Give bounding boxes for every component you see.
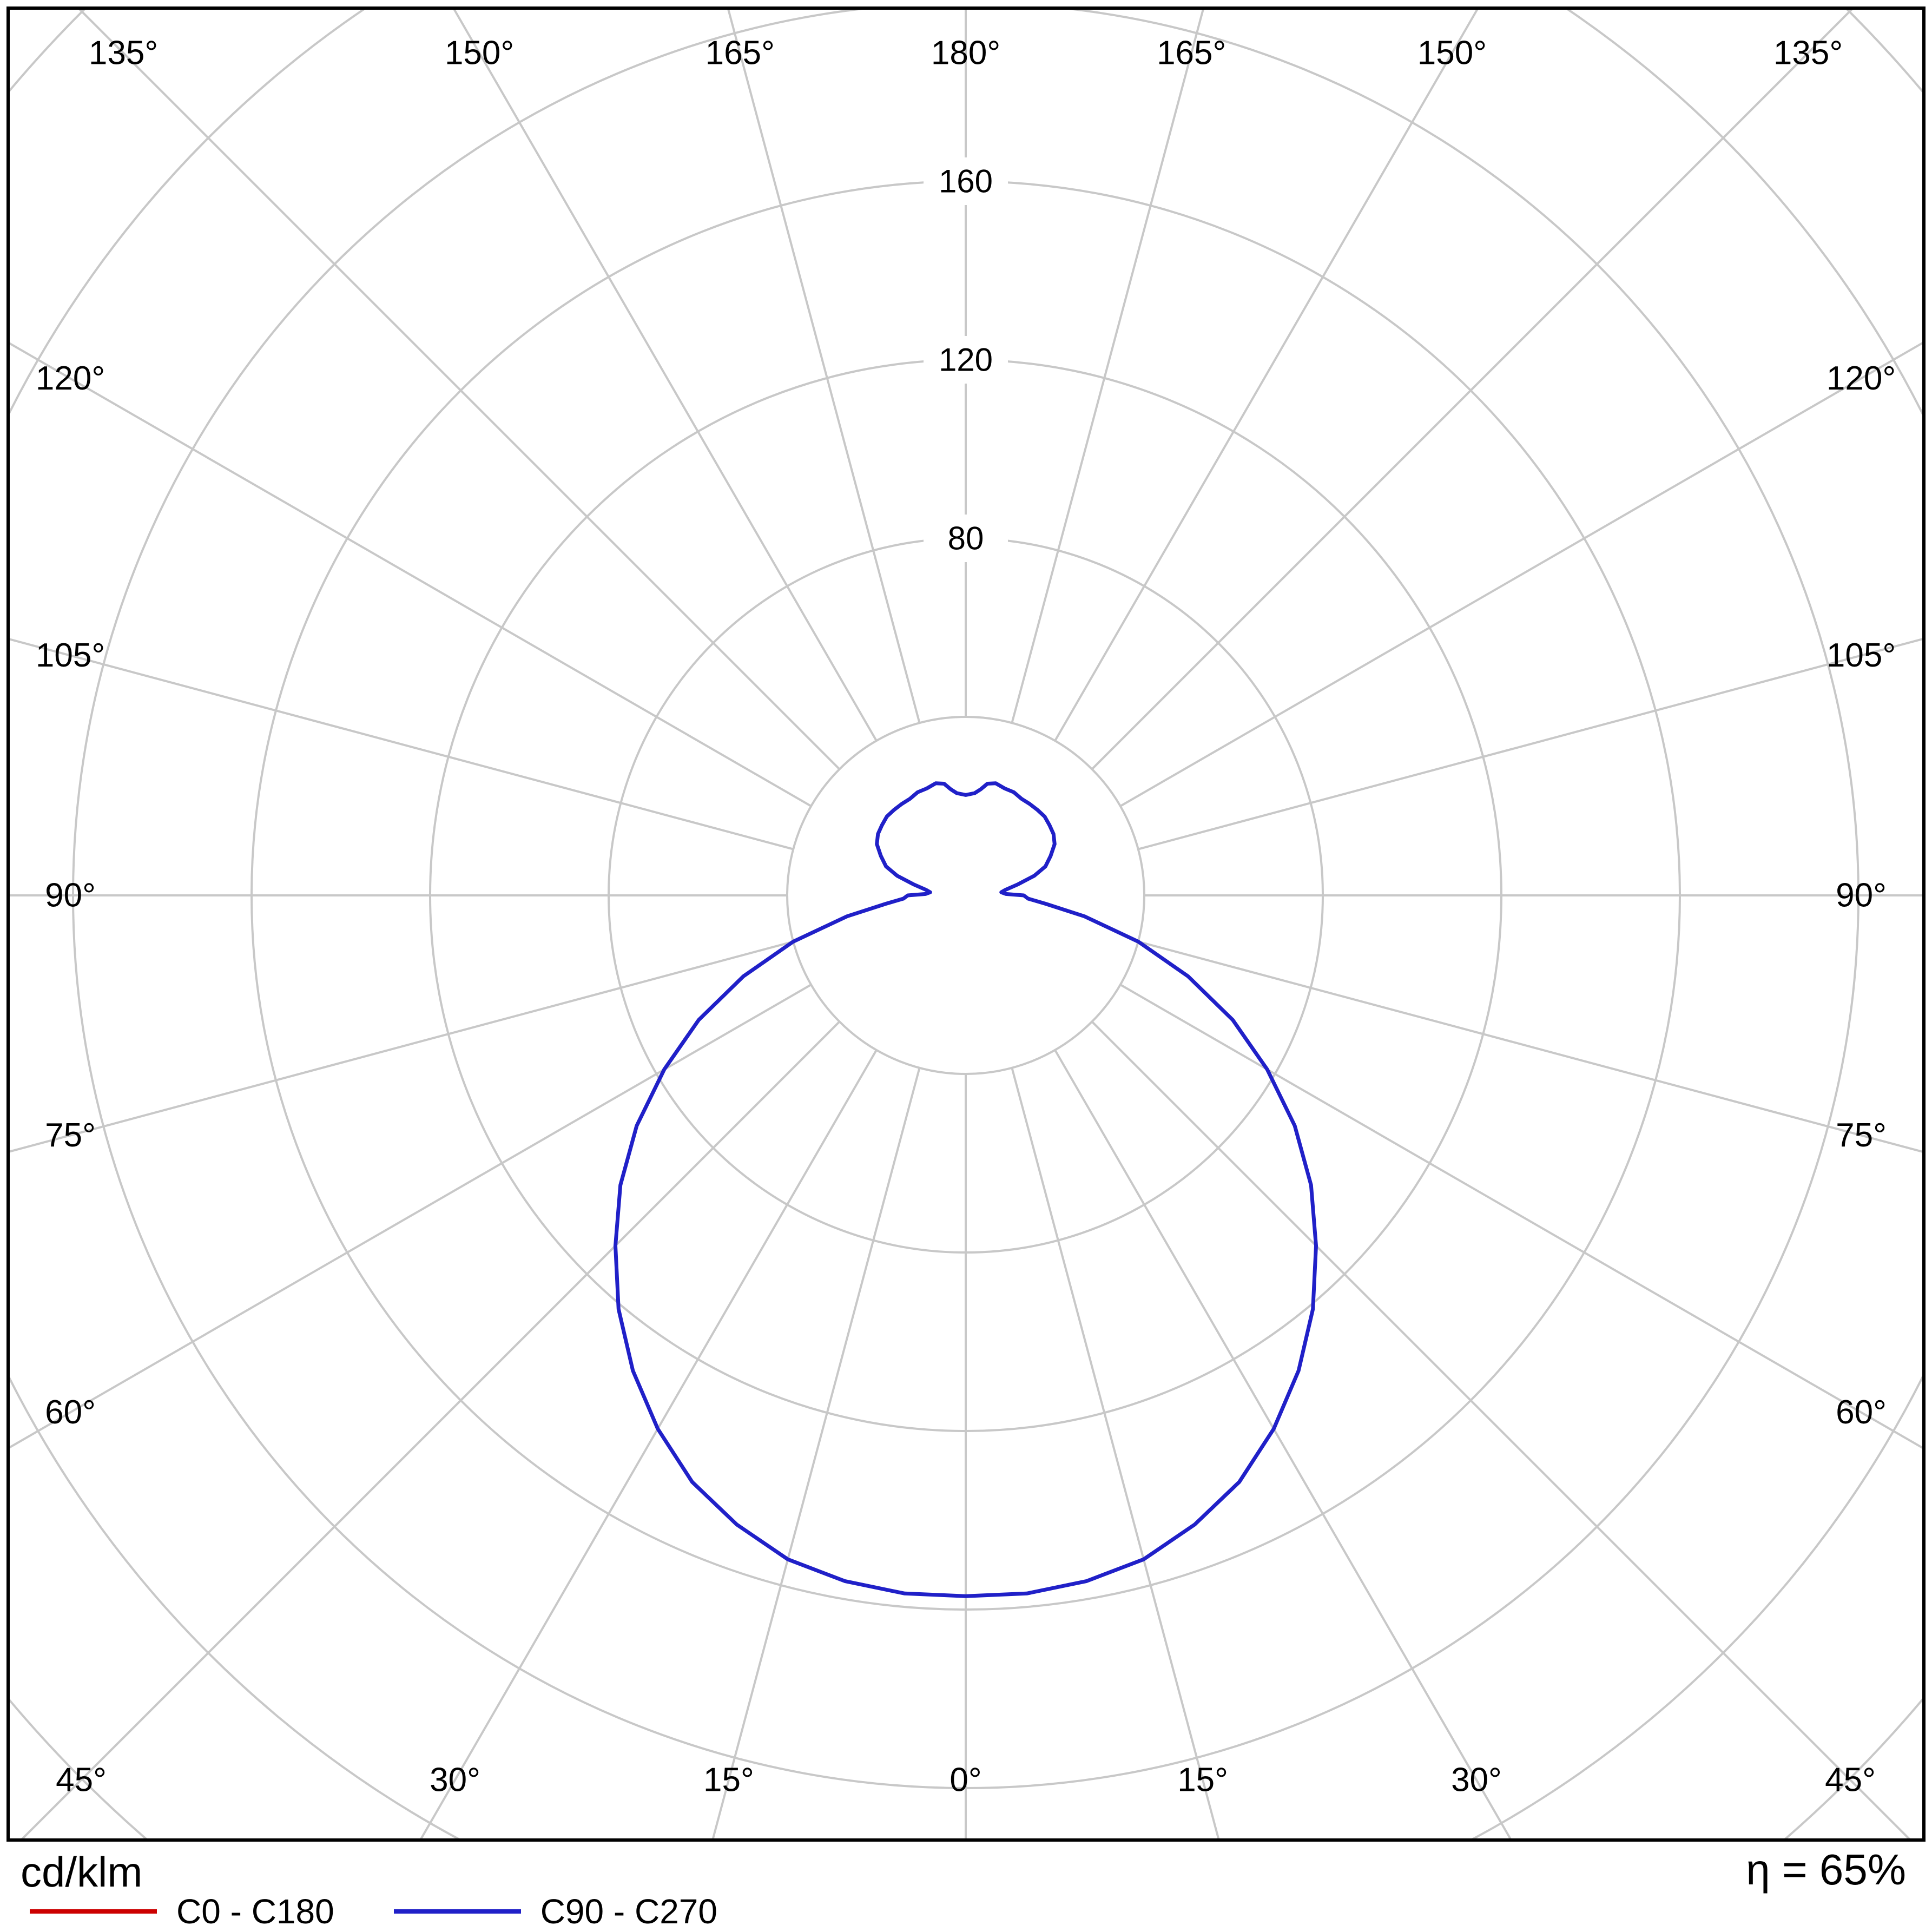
angle-label: 105° — [36, 637, 105, 674]
polar-plot-frame: 80 120 160 0° 15° 15° 30° 30° 45° 45° 60° 60° 75° 75°… — [6, 6, 1926, 1842]
grid-radial-line — [21, 1020, 841, 1838]
angle-label: 45° — [56, 1762, 107, 1799]
grid-radial-line — [727, 10, 921, 723]
angle-label: 60° — [45, 1394, 96, 1431]
grid-radial-line — [420, 1049, 878, 1838]
angle-label: 0° — [949, 1762, 981, 1799]
angle-label: 135° — [1773, 35, 1843, 72]
ring-label-backing — [924, 336, 1008, 384]
ring-value-label: 160 — [939, 163, 993, 200]
angle-label: 105° — [1827, 637, 1896, 674]
angle-label: 90° — [1836, 877, 1887, 914]
legend-item-c0-c180: C0 - C180 — [30, 1893, 334, 1930]
angle-label: 15° — [1177, 1762, 1228, 1799]
legend-label-c90-c270: C90 - C270 — [540, 1892, 717, 1931]
angle-label: 30° — [430, 1762, 480, 1799]
angle-label: 60° — [1836, 1394, 1887, 1431]
legend-line-c0-c180-icon — [30, 1909, 157, 1914]
angle-label: 165° — [1157, 35, 1226, 72]
legend: C0 - C180 C90 - C270 — [30, 1893, 717, 1930]
efficiency-label: η = 65% — [1746, 1845, 1906, 1894]
angle-label: 135° — [89, 35, 158, 72]
angle-label: 45° — [1825, 1762, 1876, 1799]
grid-radial-line — [1091, 1020, 1910, 1838]
intensity-curve-c90-c270 — [614, 781, 1318, 1598]
grid-radial-line — [1138, 638, 1922, 850]
grid-radial-line — [10, 638, 794, 850]
angle-label: 30° — [1451, 1762, 1502, 1799]
grid-circle — [786, 716, 1145, 1075]
angle-label: 75° — [45, 1117, 96, 1154]
angle-label: 75° — [1836, 1117, 1887, 1154]
ring-label-backing — [924, 157, 1008, 205]
grid-radial-line — [1138, 940, 1922, 1153]
grid-radial-line — [10, 940, 794, 1153]
grid-radial-line — [453, 10, 878, 742]
ring-value-label: 80 — [948, 520, 984, 557]
angle-label: 150° — [445, 35, 514, 72]
legend-item-c90-c270: C90 - C270 — [393, 1892, 717, 1931]
angle-label: 165° — [705, 35, 775, 72]
angle-label: 90° — [45, 877, 96, 914]
angle-label: 15° — [703, 1762, 754, 1799]
polar-chart: 80 120 160 0° 15° 15° 30° 30° 45° 45° 60° 60° 75° 75°… — [10, 10, 1922, 1838]
grid-radial-line — [1119, 984, 1922, 1449]
grid-radial-line — [711, 1067, 921, 1838]
legend-label-c0-c180: C0 - C180 — [176, 1892, 334, 1931]
legend-line-c90-c270-icon — [393, 1909, 521, 1914]
grid-radial-line — [1054, 1049, 1512, 1838]
ring-value-label: 120 — [939, 342, 993, 378]
angle-label: 150° — [1417, 35, 1487, 72]
polar-grid: 80 120 160 — [10, 10, 1922, 1838]
grid-radial-line — [1119, 341, 1922, 807]
grid-radial-line — [10, 984, 812, 1449]
angle-label: 120° — [36, 360, 105, 397]
grid-radial-line — [1054, 10, 1479, 742]
units-label: cd/klm — [21, 1848, 143, 1896]
grid-radial-line — [1011, 10, 1204, 723]
angle-label: 120° — [1827, 360, 1896, 397]
grid-radial-line — [10, 342, 812, 807]
angle-label: 180° — [931, 35, 1000, 72]
grid-radial-line — [1011, 1067, 1220, 1838]
grid-radial-line — [1091, 10, 1853, 770]
grid-radial-line — [78, 10, 841, 770]
ring-label-backing — [924, 515, 1008, 562]
